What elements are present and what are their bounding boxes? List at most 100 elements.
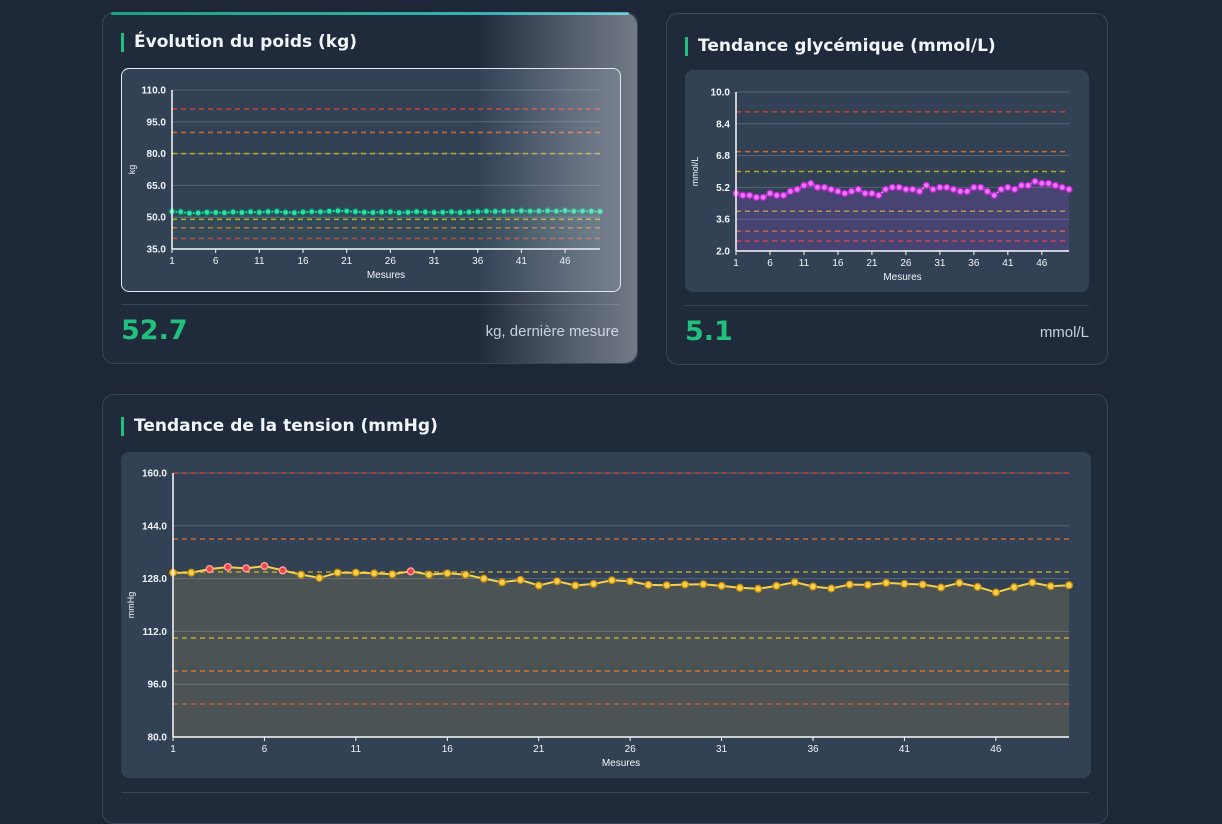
data-point <box>845 580 854 589</box>
data-point <box>461 570 470 579</box>
x-axis-label: Mesures <box>883 272 921 283</box>
data-point <box>977 183 985 192</box>
glucose-card: Tendance glycémique (mmol/L) 10.0 8.4 6.8 5… <box>666 13 1108 365</box>
data-point <box>997 185 1005 194</box>
data-point <box>587 207 595 215</box>
x-tick-label: 26 <box>385 256 397 267</box>
x-tick-label: 21 <box>866 258 878 269</box>
data-point <box>943 183 951 192</box>
data-point <box>1058 183 1066 192</box>
data-point <box>351 568 360 577</box>
data-point <box>223 563 232 572</box>
data-point <box>360 208 368 216</box>
data-point <box>1031 177 1039 186</box>
data-point <box>875 191 883 199</box>
data-point <box>535 207 543 215</box>
data-point <box>735 583 744 592</box>
data-point <box>589 579 598 588</box>
data-point <box>626 577 635 586</box>
x-tick-label: 31 <box>428 256 440 267</box>
y-tick-label: 50.0 <box>147 213 167 224</box>
x-tick-label: 16 <box>442 744 454 755</box>
glucose-latest-value: 5.1 <box>685 316 733 347</box>
data-point <box>377 208 386 216</box>
y-axis-label: mmol/L <box>690 157 700 187</box>
data-point <box>498 578 507 587</box>
data-point <box>752 193 761 201</box>
data-point <box>1051 181 1060 190</box>
x-tick-label: 31 <box>716 744 728 755</box>
data-point <box>680 580 690 589</box>
data-point <box>316 208 325 216</box>
data-point <box>500 207 508 215</box>
data-point <box>847 187 856 196</box>
data-point <box>242 564 251 573</box>
data-point <box>517 207 526 215</box>
data-point <box>177 208 185 216</box>
data-point <box>929 185 937 194</box>
x-tick-label: 36 <box>807 744 819 755</box>
data-point <box>888 183 896 192</box>
data-point <box>273 207 281 216</box>
data-point <box>308 208 316 216</box>
pressure-chart: 160.0 144.0 128.0 112.0 96.0 80.0 1 6 11 16 21 26 31… <box>121 452 1091 778</box>
data-point <box>370 569 379 578</box>
data-point <box>790 578 799 587</box>
data-point <box>807 179 815 188</box>
x-axis-label: Mesures <box>602 758 640 769</box>
data-point <box>543 207 552 215</box>
data-point <box>1010 583 1019 592</box>
data-point <box>607 576 616 585</box>
data-point <box>1065 185 1073 194</box>
data-point <box>1038 179 1046 188</box>
data-point <box>395 209 403 217</box>
y-tick-label: 10.0 <box>711 88 731 99</box>
x-tick-label: 36 <box>472 256 484 267</box>
data-point <box>800 181 808 190</box>
data-point <box>868 189 876 198</box>
data-point <box>1044 179 1053 188</box>
weight-latest-value: 52.7 <box>121 315 188 346</box>
data-point <box>187 568 196 577</box>
y-tick-label: 80.0 <box>147 149 167 160</box>
data-point <box>918 580 927 589</box>
data-point <box>290 209 298 217</box>
data-point <box>827 185 835 194</box>
x-tick-label: 41 <box>516 256 528 267</box>
x-tick-label: 1 <box>733 258 739 269</box>
data-point <box>863 580 872 589</box>
data-point <box>203 208 211 216</box>
data-point <box>404 208 412 216</box>
data-point <box>424 570 434 579</box>
data-point <box>949 185 958 194</box>
data-point <box>561 206 569 215</box>
data-point <box>1024 181 1032 190</box>
series-area <box>736 181 1069 251</box>
data-point <box>220 209 229 217</box>
data-point <box>430 208 438 217</box>
data-point <box>956 187 964 196</box>
y-tick-label: 80.0 <box>148 733 168 744</box>
data-point <box>185 209 194 217</box>
data-point <box>813 183 822 192</box>
data-point <box>739 191 747 199</box>
data-point <box>552 577 562 586</box>
glucose-card-title: Tendance glycémique (mmol/L) <box>685 37 996 56</box>
data-point <box>596 207 604 216</box>
data-point <box>552 207 560 215</box>
x-tick-label: 41 <box>899 744 911 755</box>
y-tick-label: 112.0 <box>143 627 168 638</box>
y-tick-label: 95.0 <box>147 117 167 128</box>
data-point <box>754 584 763 593</box>
data-point <box>447 208 456 216</box>
data-point <box>412 208 421 216</box>
data-point <box>1017 181 1026 190</box>
data-point <box>936 183 944 192</box>
card-accent-bar <box>111 12 629 15</box>
x-tick-label: 26 <box>625 744 637 755</box>
x-tick-label: 1 <box>169 256 175 267</box>
x-tick-label: 11 <box>799 258 810 269</box>
x-tick-label: 6 <box>213 256 219 267</box>
data-point <box>386 208 395 216</box>
data-point <box>351 208 360 216</box>
